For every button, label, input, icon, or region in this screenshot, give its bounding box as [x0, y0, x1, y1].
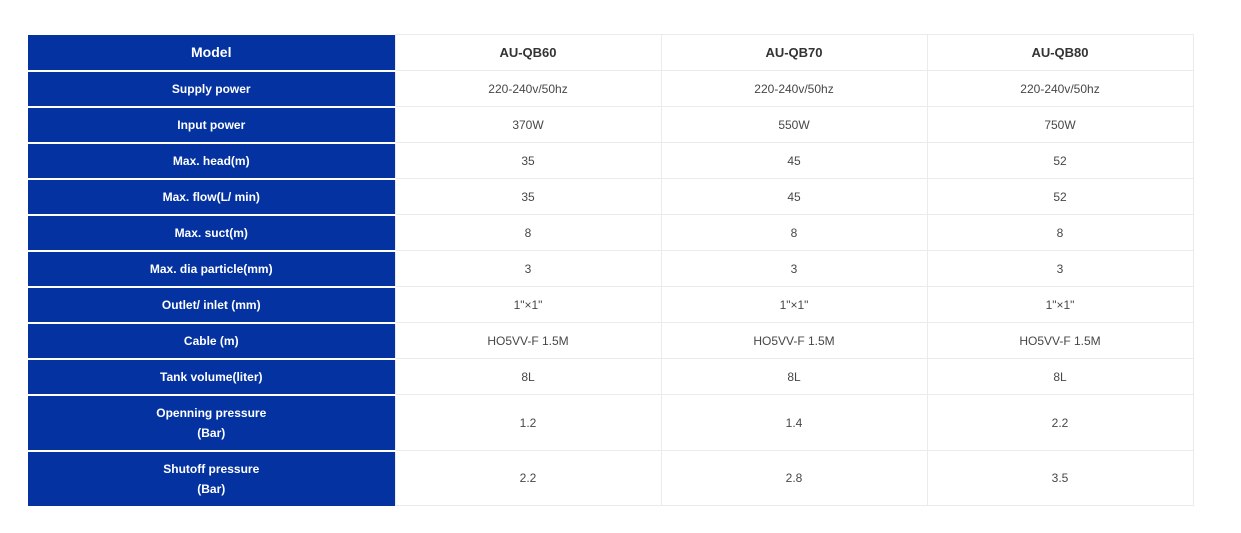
spec-value: 1.2 [394, 394, 662, 451]
spec-value: 8L [926, 358, 1194, 395]
spec-table-body: Model AU-QB60 AU-QB70 AU-QB80 Supply power 22… [28, 34, 1194, 506]
spec-value: 45 [660, 178, 928, 215]
row-label: Supply power [28, 70, 395, 108]
table-row: Openning pressure (Bar) 1.2 1.4 2.2 [28, 394, 1194, 452]
row-label: Max. suct(m) [28, 214, 395, 252]
model-name: AU-QB70 [660, 34, 928, 71]
spec-value: 1.4 [660, 394, 928, 451]
spec-value: 8 [394, 214, 662, 251]
row-label-line1: Shutoff pressure [163, 461, 260, 476]
header-row: Model AU-QB60 AU-QB70 AU-QB80 [28, 34, 1194, 72]
row-label: Max. head(m) [28, 142, 395, 180]
row-label: Max. flow(L/ min) [28, 178, 395, 216]
spec-value: 370W [394, 106, 662, 143]
table-row: Shutoff pressure (Bar) 2.2 2.8 3.5 [28, 450, 1194, 506]
table-row: Input power 370W 550W 750W [28, 106, 1194, 144]
spec-value: 550W [660, 106, 928, 143]
spec-value: 1"×1" [660, 286, 928, 323]
spec-value: 45 [660, 142, 928, 179]
spec-value: 220-240v/50hz [394, 70, 662, 107]
spec-value: HO5VV-F 1.5M [926, 322, 1194, 359]
spec-value: 8 [660, 214, 928, 251]
spec-table: Model AU-QB60 AU-QB70 AU-QB80 Supply power 22… [28, 34, 1194, 506]
table-row: Max. flow(L/ min) 35 45 52 [28, 178, 1194, 216]
spec-value: 1"×1" [394, 286, 662, 323]
spec-value: 3 [660, 250, 928, 287]
spec-table-container: Model AU-QB60 AU-QB70 AU-QB80 Supply power 22… [28, 34, 1194, 506]
spec-value: 2.8 [660, 450, 928, 506]
spec-value: 750W [926, 106, 1194, 143]
row-label-line1: Openning pressure [156, 405, 267, 420]
table-row: Max. head(m) 35 45 52 [28, 142, 1194, 180]
spec-value: 52 [926, 142, 1194, 179]
spec-value: 8L [394, 358, 662, 395]
table-row: Max. suct(m) 8 8 8 [28, 214, 1194, 252]
table-row: Cable (m) HO5VV-F 1.5M HO5VV-F 1.5M HO5VV-F… [28, 322, 1194, 360]
table-row: Supply power 220-240v/50hz 220-240v/50hz 22… [28, 70, 1194, 108]
row-label: Tank volume(liter) [28, 358, 395, 396]
row-label: Max. dia particle(mm) [28, 250, 395, 288]
spec-value: HO5VV-F 1.5M [394, 322, 662, 359]
table-row: Max. dia particle(mm) 3 3 3 [28, 250, 1194, 288]
table-row: Outlet/ inlet (mm) 1"×1" 1"×1" 1"×1" [28, 286, 1194, 324]
spec-value: 35 [394, 178, 662, 215]
spec-value: HO5VV-F 1.5M [660, 322, 928, 359]
row-label: Cable (m) [28, 322, 395, 360]
model-name: AU-QB60 [394, 34, 662, 71]
row-label: Input power [28, 106, 395, 144]
spec-value: 3 [926, 250, 1194, 287]
row-label: Shutoff pressure (Bar) [28, 450, 395, 506]
spec-value: 1"×1" [926, 286, 1194, 323]
spec-value: 3.5 [926, 450, 1194, 506]
row-label-line2: (Bar) [197, 481, 226, 496]
table-row: Tank volume(liter) 8L 8L 8L [28, 358, 1194, 396]
spec-value: 2.2 [926, 394, 1194, 451]
row-label: Openning pressure (Bar) [28, 394, 395, 452]
spec-value: 52 [926, 178, 1194, 215]
row-label: Outlet/ inlet (mm) [28, 286, 395, 324]
model-name: AU-QB80 [926, 34, 1194, 71]
spec-value: 8L [660, 358, 928, 395]
row-label-line2: (Bar) [197, 425, 226, 440]
spec-value: 35 [394, 142, 662, 179]
model-header-label: Model [28, 34, 395, 72]
spec-value: 3 [394, 250, 662, 287]
spec-value: 220-240v/50hz [660, 70, 928, 107]
spec-value: 2.2 [394, 450, 662, 506]
spec-value: 8 [926, 214, 1194, 251]
spec-value: 220-240v/50hz [926, 70, 1194, 107]
